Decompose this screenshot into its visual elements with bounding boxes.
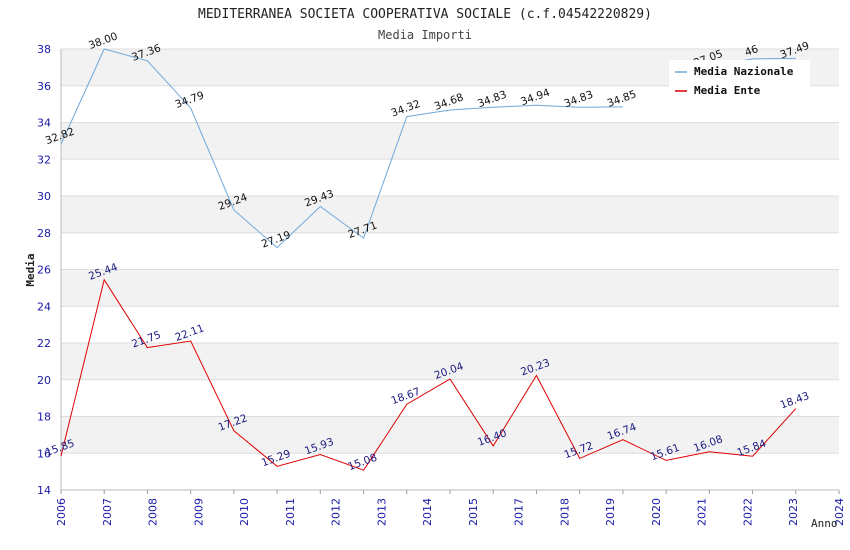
x-tick-label: 2008 [147, 498, 160, 526]
grid-band [61, 159, 839, 196]
y-tick-label: 32 [37, 153, 51, 166]
y-tick-label: 30 [37, 190, 51, 203]
y-tick-label: 18 [37, 411, 51, 424]
x-tick-label: 2022 [741, 498, 754, 526]
y-tick-label: 38 [37, 43, 51, 56]
y-tick-label: 20 [37, 374, 51, 387]
grid-band [61, 416, 839, 454]
y-tick-label: 22 [37, 337, 51, 350]
axes [60, 49, 840, 494]
y-tick-label: 14 [37, 484, 51, 497]
legend-label-nazionale: Media Nazionale [694, 65, 794, 78]
x-tick-label: 2020 [650, 498, 663, 526]
y-tick-label: 34 [37, 117, 51, 130]
x-tick-label: 2015 [467, 498, 480, 526]
x-tick-label: 2021 [696, 498, 709, 526]
x-tick-labels: 2006 2007 2008 2009 2010 2011 2012 2013 2014 2015… [55, 498, 846, 526]
y-tick-labels: 14 16 18 20 22 24 26 28 30 32 34 36 38 [37, 43, 51, 497]
grid-band [61, 306, 839, 343]
x-tick-label: 2014 [421, 498, 434, 526]
x-tick-label: 2011 [284, 498, 297, 526]
chart-subtitle: Media Importi [378, 28, 472, 42]
x-tick-label: 2018 [558, 498, 571, 526]
x-tick-label: 2009 [192, 498, 205, 526]
grid-band [61, 379, 839, 417]
x-tick-label: 2007 [101, 498, 114, 526]
y-tick-label: 28 [37, 227, 51, 240]
grid-band [61, 232, 839, 270]
grid-band [61, 269, 839, 307]
x-tick-label: 2006 [55, 498, 68, 526]
x-tick-label: 2024 [833, 498, 846, 526]
legend-box [669, 60, 810, 100]
series-line-1 [60, 278, 797, 471]
grid-band [61, 343, 839, 380]
x-tick-label: 2012 [330, 498, 343, 526]
y-tick-label: 16 [37, 447, 51, 460]
x-axis-label: Anno [811, 517, 838, 530]
x-tick-label: 2010 [238, 498, 251, 526]
plot-background [61, 49, 839, 490]
legend: Media Nazionale Media Ente [669, 60, 810, 100]
grid-band [61, 453, 839, 490]
data-label: 46 [743, 43, 760, 59]
x-tick-label: 2013 [375, 498, 388, 526]
y-tick-label: 26 [37, 264, 51, 277]
grid-band [61, 122, 839, 160]
legend-label-ente: Media Ente [694, 84, 761, 97]
chart-title: MEDITERRANEA SOCIETA COOPERATIVA SOCIALE… [198, 7, 652, 22]
y-tick-label: 24 [37, 300, 51, 313]
y-tick-label: 36 [37, 80, 51, 93]
y-axis-label: Media [24, 253, 37, 286]
grid-band [61, 196, 839, 233]
x-tick-label: 2019 [604, 498, 617, 526]
x-tick-label: 2023 [787, 498, 800, 526]
x-tick-label: 2017 [513, 498, 526, 526]
